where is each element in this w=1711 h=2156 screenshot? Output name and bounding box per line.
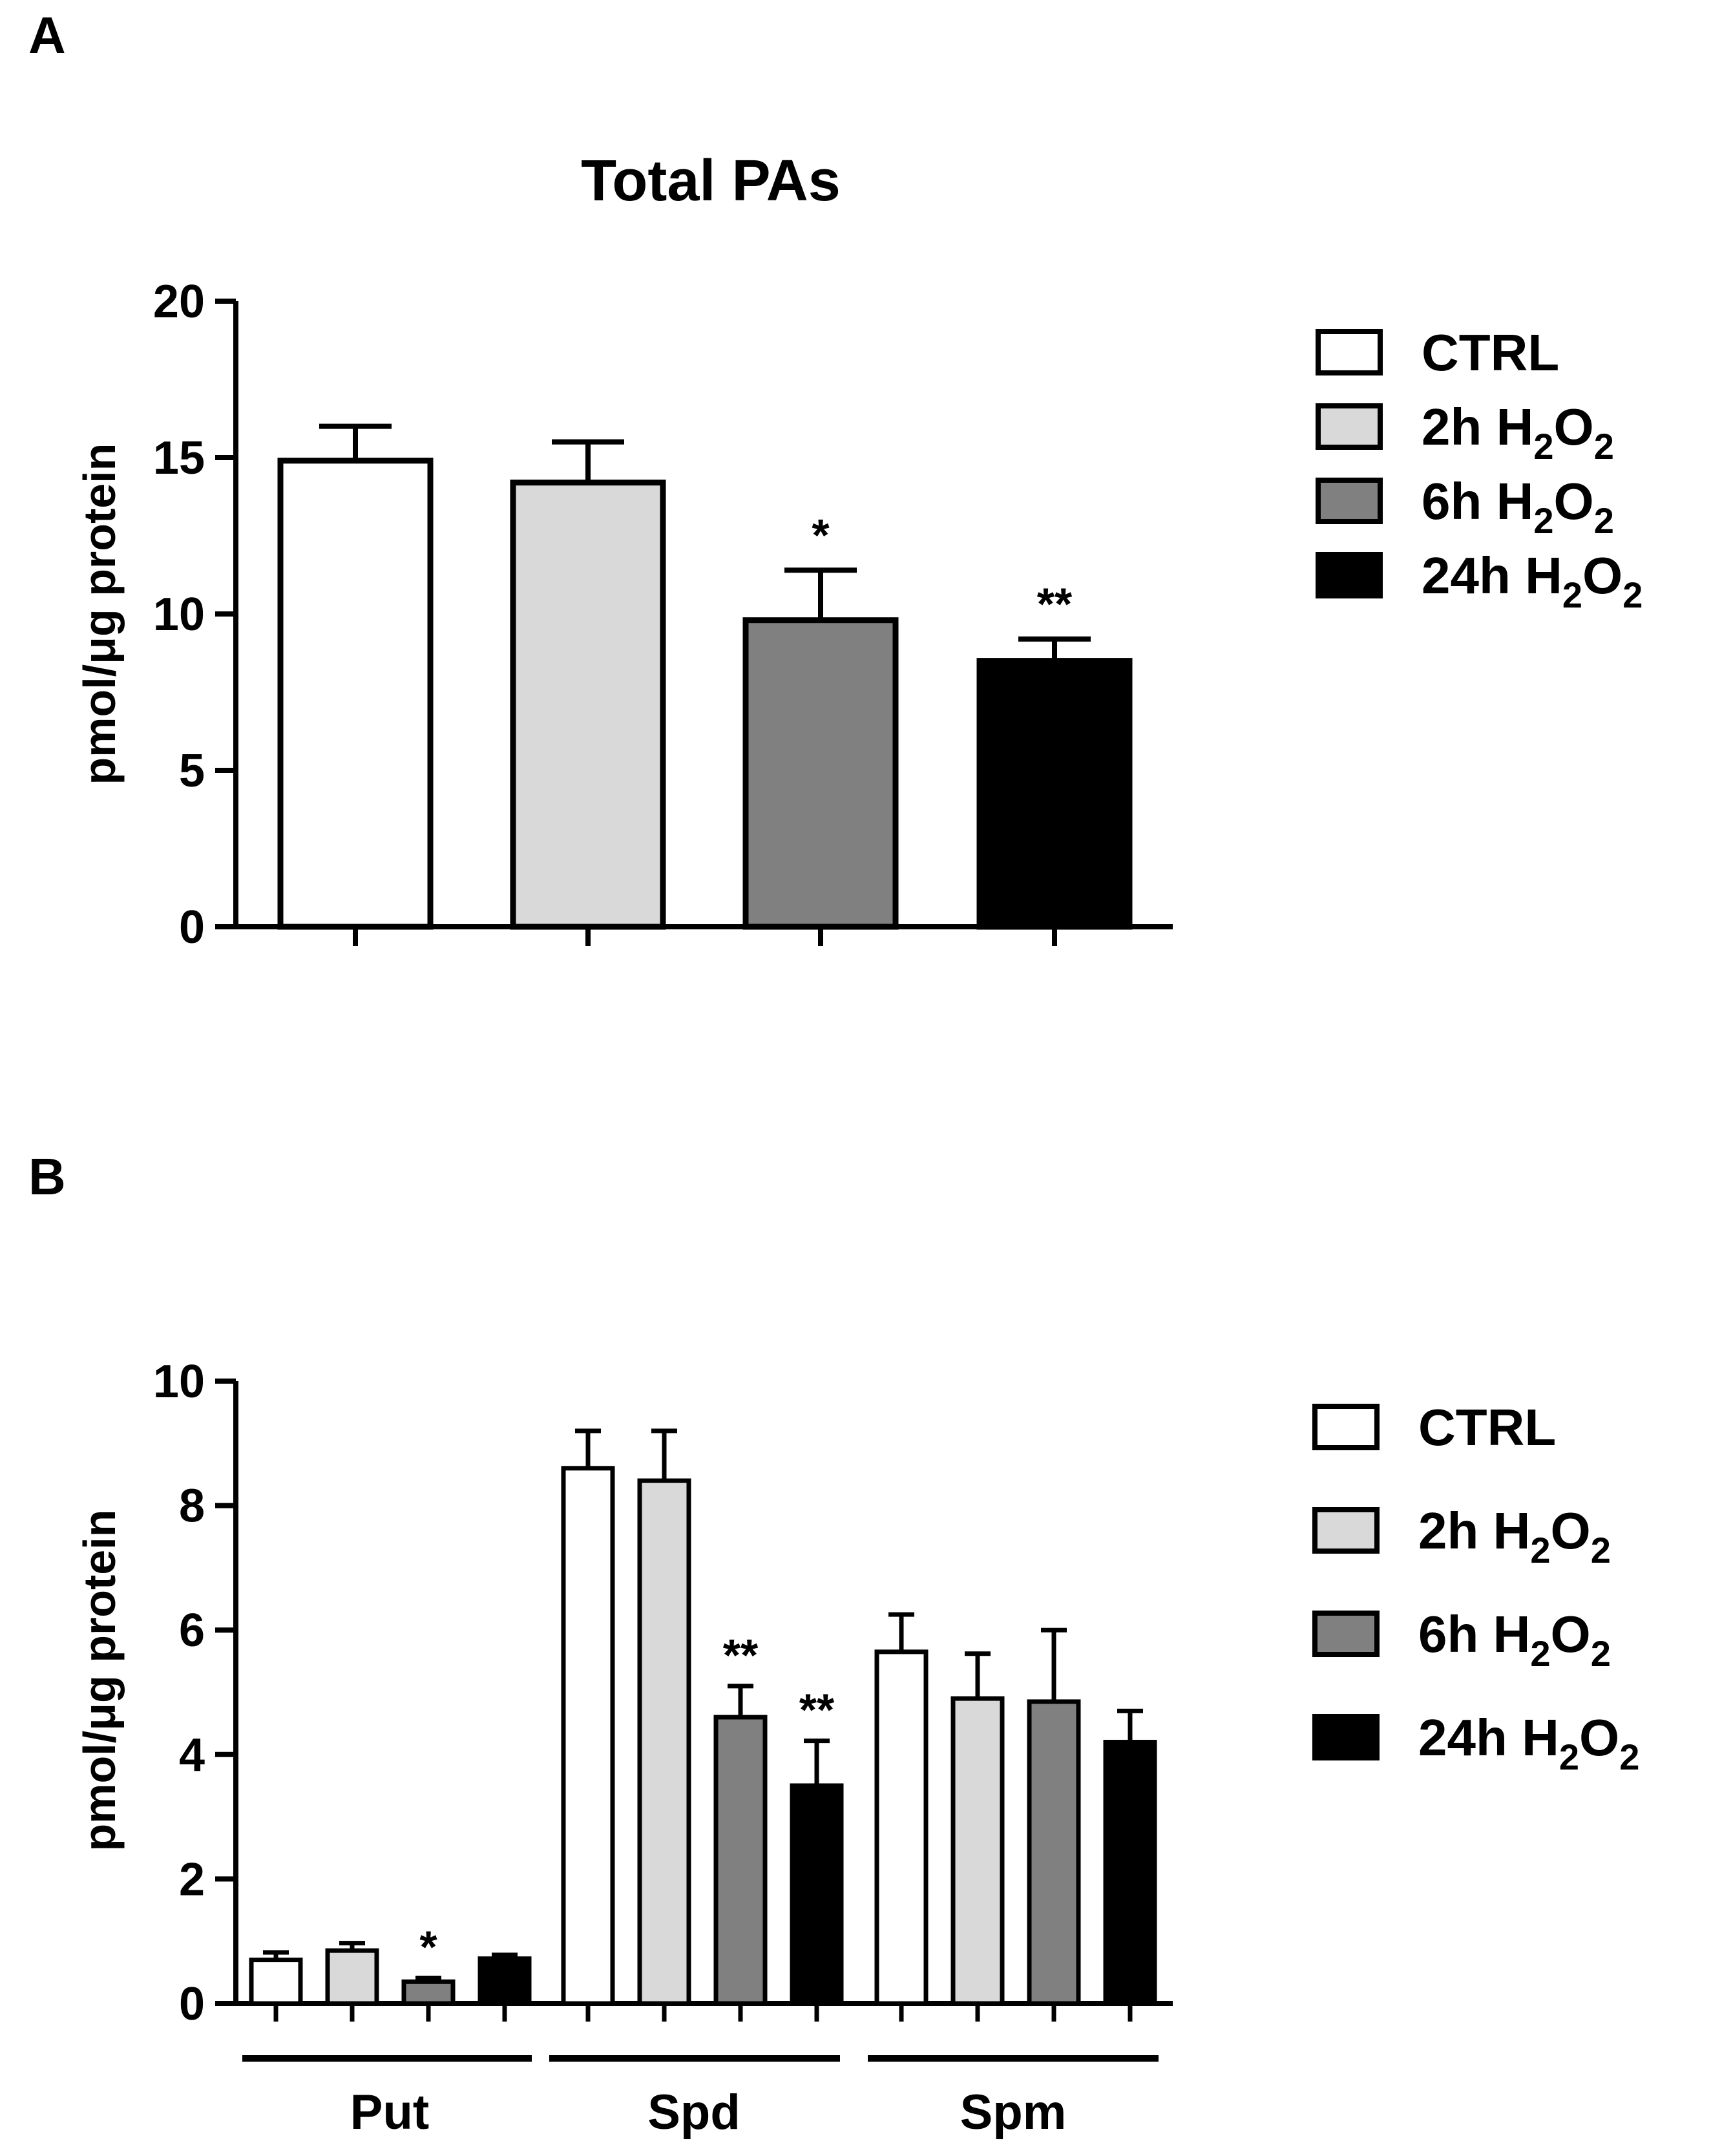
legend-label-sub: 2 [1530,1633,1550,1674]
legend-swatch [1312,1404,1380,1450]
legend-label-prefix: 2h H [1422,398,1533,456]
legend-label-prefix: 24h H [1418,1709,1559,1766]
bar-b [1103,1740,1157,2006]
panel-label-b: B [28,1148,66,1205]
legend-label-sub: 2 [1559,1737,1579,1777]
bar-b [790,1783,844,2006]
legend-label-tail: O [1554,398,1594,456]
bar-b [713,1715,768,2006]
bar-a [510,480,666,930]
bar-b [1027,1699,1081,2006]
bar-b [637,1478,691,2006]
legend-swatch [1312,1611,1380,1657]
legend-label-sub2: 2 [1591,1530,1611,1570]
significance-mark-a: * [812,510,830,560]
legend-label: 6h H2O2 [1418,1605,1611,1674]
legend-label-tail: O [1551,1502,1591,1559]
legend-label: 24h H2O2 [1422,547,1643,615]
group-label: Spm [960,2085,1067,2140]
y-tick-label-b: 10 [153,1356,205,1408]
y-tick-label-a: 5 [179,745,205,797]
bar-a [976,658,1133,930]
chart-title: Total PAs [581,149,841,213]
legend-label-sub2: 2 [1594,426,1614,467]
bar-b [401,1979,456,2006]
y-axis-label-a: pmol/μg protein [74,443,125,785]
legend-swatch [1312,1507,1380,1554]
legend-label: 24h H2O2 [1418,1709,1639,1777]
panel-label-a: A [28,6,66,64]
legend-label-prefix: 2h H [1418,1502,1530,1559]
legend-label: 2h H2O2 [1418,1502,1611,1570]
y-tick-label-a: 0 [179,902,205,953]
group-label: Put [350,2085,429,2140]
bar-b [325,1948,379,2006]
bar-b [478,1956,532,2006]
legend-label-tail: O [1551,1605,1591,1663]
legend-label-prefix: CTRL [1418,1399,1556,1456]
legend-label-sub2: 2 [1594,500,1614,541]
bar-b [950,1696,1005,2006]
legend-label-sub: 2 [1533,500,1553,541]
legend-label: 6h H2O2 [1422,472,1614,541]
y-tick-label-b: 2 [179,1854,205,1905]
legend-label-sub2: 2 [1591,1633,1611,1674]
y-tick-label-a: 10 [153,589,205,640]
bar-b [874,1649,929,2006]
legend-label-sub2: 2 [1619,1737,1639,1777]
legend-label-sub2: 2 [1622,575,1643,615]
bar-b [561,1466,615,2006]
group-label: Spd [647,2085,740,2140]
legend-label: CTRL [1422,324,1559,381]
legend-label-prefix: CTRL [1422,324,1559,381]
legend-label-tail: O [1554,472,1594,530]
legend-swatch [1316,552,1383,598]
y-tick-label-b: 4 [179,1729,205,1781]
panel-a: A Total PAs pmol/μg protein 05101520*** … [28,6,1643,953]
y-axis-label-b: pmol/μg protein [74,1510,125,1852]
bar-a [277,458,434,930]
y-tick-label-b: 8 [179,1481,205,1532]
bar-a [742,617,899,930]
legend-label-sub: 2 [1530,1530,1550,1570]
bar-b [249,1958,303,2006]
y-tick-label-a: 20 [153,276,205,328]
legend-swatch [1316,329,1383,375]
legend-label-prefix: 6h H [1422,472,1533,530]
legend-label: 2h H2O2 [1422,398,1614,467]
significance-mark-a: ** [1037,579,1073,629]
legend-label-prefix: 6h H [1418,1605,1530,1663]
y-tick-label-a: 15 [153,432,205,484]
legend-swatch [1312,1714,1380,1760]
y-tick-label-b: 0 [179,1978,205,2030]
legend-swatch [1316,403,1383,450]
significance-mark-b: ** [723,1630,759,1680]
legend-label-tail: O [1579,1709,1619,1766]
significance-mark-b: * [419,1922,437,1972]
legend-label: CTRL [1418,1399,1556,1456]
legend-label-tail: O [1582,547,1622,604]
significance-mark-b: ** [799,1685,835,1735]
legend-label-prefix: 24h H [1422,547,1562,604]
legend-swatch [1316,478,1383,524]
legend-label-sub: 2 [1562,575,1582,615]
plot-area-b: 0 2 4 6 8 10 * Put ** ** Spd Spm [153,1356,1173,2140]
y-tick-label-b: 6 [179,1605,205,1656]
legend-label-sub: 2 [1533,426,1553,467]
